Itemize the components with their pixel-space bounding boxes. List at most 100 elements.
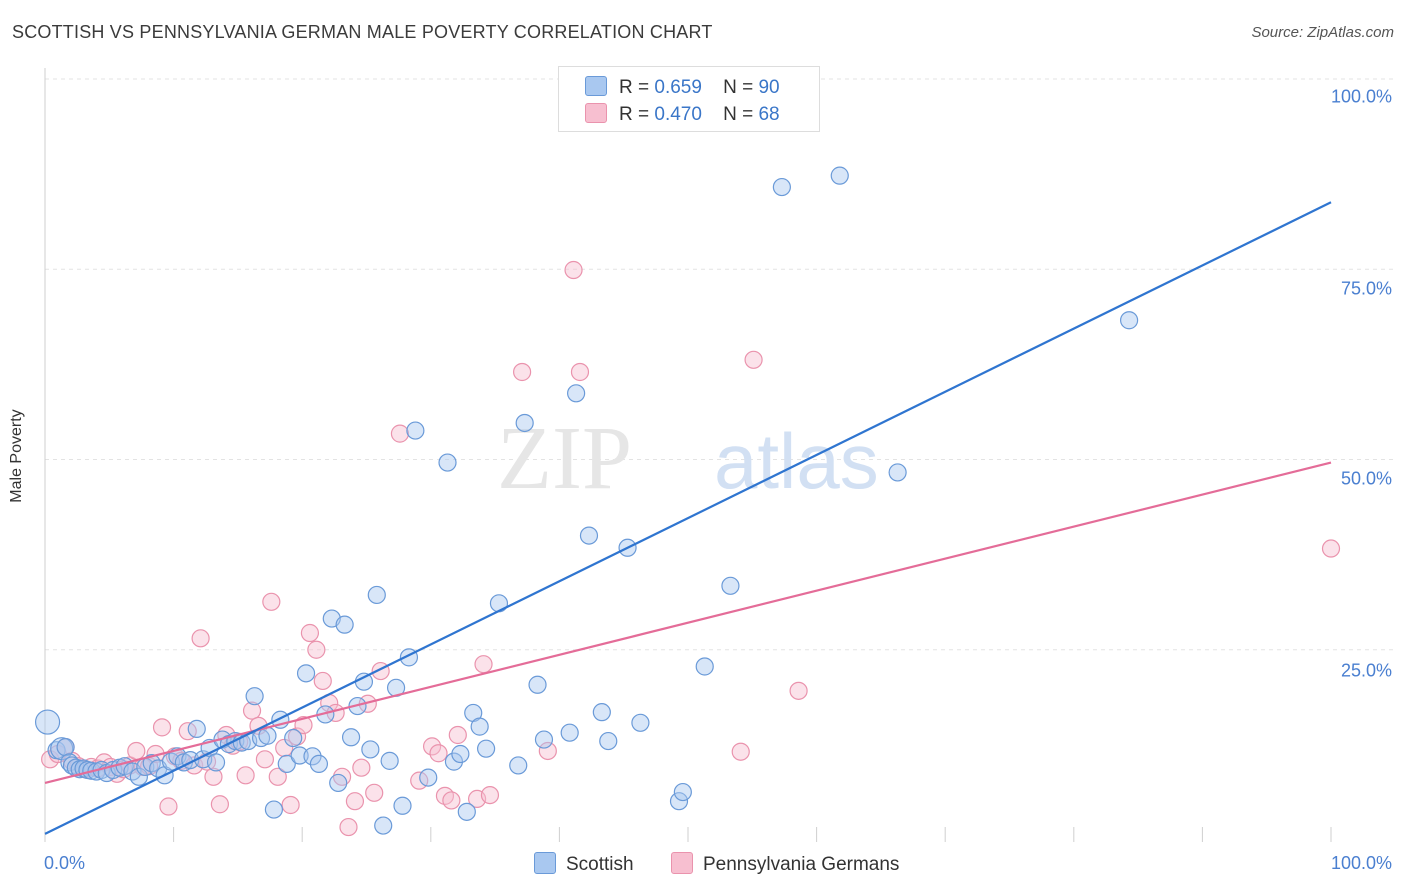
chart-title: SCOTTISH VS PENNSYLVANIA GERMAN MALE POV…	[12, 22, 713, 42]
data-point-scottish	[309, 754, 329, 774]
data-point-scottish	[56, 738, 75, 757]
data-point-pennsylvania-germans	[294, 715, 313, 735]
data-point-scottish	[1119, 311, 1139, 330]
data-point-scottish	[34, 709, 61, 735]
x-tick-min: 0.0%	[44, 853, 86, 873]
data-point-scottish	[284, 728, 303, 748]
bottom-legend-label-scottish: Scottish	[566, 854, 634, 875]
x-tick-max: 100.0%	[1330, 853, 1392, 873]
y-axis-label: Male Poverty	[8, 409, 25, 503]
data-point-pennsylvania-germans	[307, 640, 326, 659]
bottom-legend-scottish: Scottish	[534, 852, 634, 876]
data-point-scottish	[592, 703, 611, 722]
data-point-scottish	[599, 731, 618, 751]
bottom-legend-swatch-pennsylvania-germans	[671, 852, 693, 874]
data-point-scottish	[419, 768, 438, 787]
y-tick-25: 25.0%	[1340, 660, 1392, 681]
data-point-pennsylvania-germans	[236, 766, 255, 785]
data-point-pennsylvania-germans	[300, 623, 320, 643]
data-point-scottish	[579, 526, 599, 545]
legend-row-scottish: R = 0.659 N = 90	[585, 76, 780, 99]
watermark-atlas: atlas	[714, 417, 879, 505]
data-point-scottish	[515, 413, 534, 433]
data-point-pennsylvania-germans	[281, 795, 300, 815]
legend-n-value-pennsylvania-germans: 68	[758, 104, 780, 125]
legend-n-label: N =	[723, 104, 754, 125]
legend-r-value-scottish: 0.659	[654, 77, 702, 98]
data-point-scottish	[290, 746, 309, 765]
data-point-pennsylvania-germans	[204, 767, 223, 786]
data-point-scottish	[367, 585, 386, 605]
data-point-scottish	[509, 756, 528, 775]
data-point-pennsylvania-germans	[442, 791, 461, 810]
data-point-pennsylvania-germans	[262, 592, 281, 611]
data-point-scottish	[772, 177, 791, 197]
data-point-scottish	[888, 463, 907, 482]
data-point-pennsylvania-germans	[127, 741, 146, 761]
data-point-pennsylvania-germans	[275, 738, 294, 758]
data-point-scottish	[374, 816, 393, 835]
data-point-scottish	[303, 747, 322, 766]
data-point-scottish	[528, 675, 547, 694]
data-point-scottish	[631, 713, 650, 732]
data-point-scottish	[560, 723, 579, 742]
legend-r-value-pennsylvania-germans: 0.470	[654, 104, 702, 125]
legend-r-label: R =	[619, 77, 650, 98]
data-point-scottish	[476, 739, 496, 758]
data-point-pennsylvania-germans	[538, 741, 557, 761]
data-point-pennsylvania-germans	[345, 792, 365, 811]
data-point-pennsylvania-germans	[789, 681, 808, 700]
data-point-scottish	[669, 792, 689, 811]
data-point-pennsylvania-germans	[448, 725, 467, 745]
data-point-scottish	[438, 453, 457, 472]
data-point-pennsylvania-germans	[1321, 539, 1341, 558]
data-point-pennsylvania-germans	[159, 797, 178, 816]
legend-n-label: N =	[723, 77, 754, 98]
y-tick-50: 50.0%	[1340, 468, 1392, 489]
correlation-legend: R = 0.659 N = 90 R = 0.470 N = 68	[558, 66, 820, 132]
data-point-scottish	[489, 594, 509, 613]
data-point-pennsylvania-germans	[255, 750, 275, 769]
data-point-scottish	[296, 664, 316, 683]
legend-n-value-scottish: 90	[758, 77, 780, 98]
data-point-scottish	[245, 687, 264, 706]
data-point-scottish	[457, 802, 476, 821]
data-point-scottish	[341, 728, 361, 747]
data-point-pennsylvania-germans	[564, 260, 583, 280]
data-point-pennsylvania-germans	[422, 737, 442, 756]
data-point-pennsylvania-germans	[339, 817, 358, 837]
data-point-pennsylvania-germans	[242, 701, 262, 720]
data-point-scottish	[361, 740, 380, 759]
data-point-scottish	[206, 753, 226, 772]
bottom-legend-label-pennsylvania-germans: Pennsylvania Germans	[703, 854, 900, 875]
data-point-pennsylvania-germans	[390, 424, 410, 443]
data-point-pennsylvania-germans	[744, 350, 763, 369]
trend-line-scottish	[44, 201, 1332, 835]
data-point-pennsylvania-germans	[731, 742, 750, 761]
data-point-scottish	[470, 717, 489, 736]
data-point-scottish	[129, 767, 148, 786]
data-point-pennsylvania-germans	[352, 758, 371, 777]
watermark-zip: ZIP	[497, 409, 632, 508]
data-point-scottish	[406, 421, 425, 440]
data-point-scottish	[695, 657, 714, 676]
data-point-scottish	[534, 730, 554, 749]
data-point-pennsylvania-germans	[365, 783, 384, 802]
bottom-legend-pennsylvania-germans: Pennsylvania Germans	[671, 852, 899, 876]
data-point-pennsylvania-germans	[429, 744, 448, 763]
data-point-scottish	[335, 615, 354, 634]
data-point-scottish	[393, 796, 412, 815]
trend-line-pennsylvania-germans	[44, 461, 1332, 784]
data-point-scottish	[673, 782, 692, 802]
data-point-pennsylvania-germans	[152, 718, 172, 737]
data-point-scottish	[277, 754, 296, 774]
data-point-scottish	[830, 166, 849, 185]
data-point-pennsylvania-germans	[268, 767, 287, 786]
data-point-pennsylvania-germans	[513, 362, 532, 382]
bottom-legend-swatch-scottish	[534, 852, 556, 874]
source-label: Source: ZipAtlas.com	[1251, 24, 1394, 41]
data-point-scottish	[380, 751, 399, 770]
data-point-scottish	[721, 576, 740, 595]
data-point-pennsylvania-germans	[474, 655, 493, 674]
